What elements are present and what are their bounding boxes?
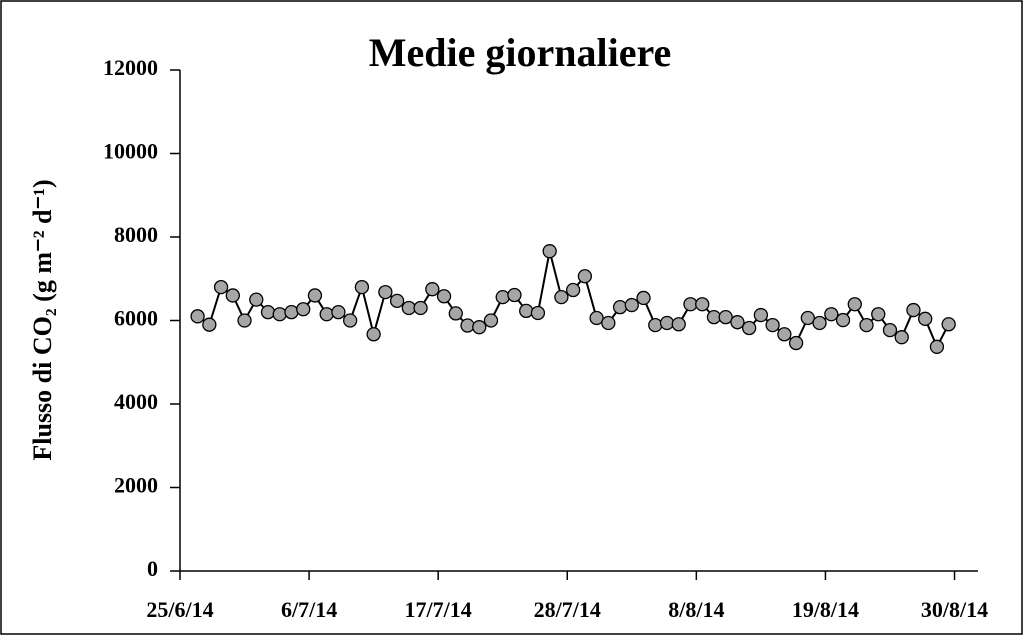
x-tick-label: 17/7/14: [405, 597, 472, 622]
point: [894, 330, 909, 345]
point: [601, 315, 616, 331]
point: [307, 288, 323, 303]
point: [824, 307, 839, 322]
point: [530, 305, 546, 321]
point: [284, 304, 299, 320]
point: [918, 311, 933, 326]
point: [319, 307, 334, 322]
point: [742, 320, 757, 336]
x-tick-label: 6/7/14: [281, 597, 337, 622]
point: [683, 297, 698, 312]
y-tick-label: 4000: [114, 389, 158, 414]
y-tick-label: 10000: [103, 139, 158, 164]
x-tick-label: 30/8/14: [921, 597, 988, 622]
point: [718, 310, 733, 325]
point: [343, 313, 358, 328]
point: [507, 287, 522, 303]
point: [577, 269, 593, 284]
point: [765, 317, 780, 333]
point: [378, 284, 393, 300]
point: [389, 293, 405, 309]
point: [671, 317, 686, 332]
x-tick-label: 28/7/14: [534, 597, 601, 622]
point: [624, 297, 639, 313]
point: [366, 327, 381, 342]
point: [190, 309, 205, 324]
point: [202, 317, 217, 332]
point: [800, 310, 815, 326]
chart-title: Medie giornaliere: [369, 30, 672, 75]
x-tick-label: 19/8/14: [792, 597, 859, 622]
point: [847, 297, 862, 312]
point: [331, 304, 346, 320]
point: [565, 282, 581, 298]
point: [472, 320, 487, 335]
y-tick-label: 0: [147, 556, 158, 581]
point: [835, 312, 851, 328]
point: [460, 318, 475, 333]
point: [812, 315, 827, 331]
point: [519, 303, 534, 319]
point: [730, 315, 745, 330]
point: [882, 322, 898, 338]
point: [436, 289, 452, 304]
point: [425, 282, 440, 297]
point: [871, 307, 886, 322]
point: [237, 313, 252, 328]
point: [906, 302, 921, 318]
point: [648, 317, 663, 333]
x-tick-label: 8/8/14: [668, 597, 724, 622]
point: [296, 302, 311, 317]
point: [225, 288, 240, 303]
y-axis-label: Flusso di CO₂ (g m⁻² d⁻¹): [28, 179, 57, 460]
point: [659, 315, 675, 331]
point: [483, 313, 499, 328]
y-tick-label: 2000: [114, 473, 158, 498]
point: [401, 300, 416, 316]
point: [788, 335, 804, 351]
y-tick-label: 8000: [114, 222, 158, 247]
point: [859, 317, 874, 333]
point: [941, 317, 956, 332]
point: [706, 310, 722, 325]
point: [589, 310, 604, 326]
y-tick-label: 6000: [114, 306, 158, 331]
point: [448, 306, 463, 321]
point: [612, 299, 628, 315]
x-tick-label: 25/6/14: [146, 597, 213, 622]
point: [495, 289, 510, 305]
point: [542, 244, 557, 259]
point: [260, 304, 276, 320]
point: [929, 339, 945, 354]
point: [413, 300, 428, 316]
point: [753, 307, 769, 323]
point: [636, 290, 651, 306]
point: [272, 307, 287, 322]
point: [695, 297, 710, 312]
point: [777, 327, 792, 342]
point: [249, 292, 264, 307]
y-tick-label: 12000: [103, 55, 158, 80]
point: [554, 289, 569, 305]
point: [213, 279, 229, 295]
point: [354, 279, 370, 295]
